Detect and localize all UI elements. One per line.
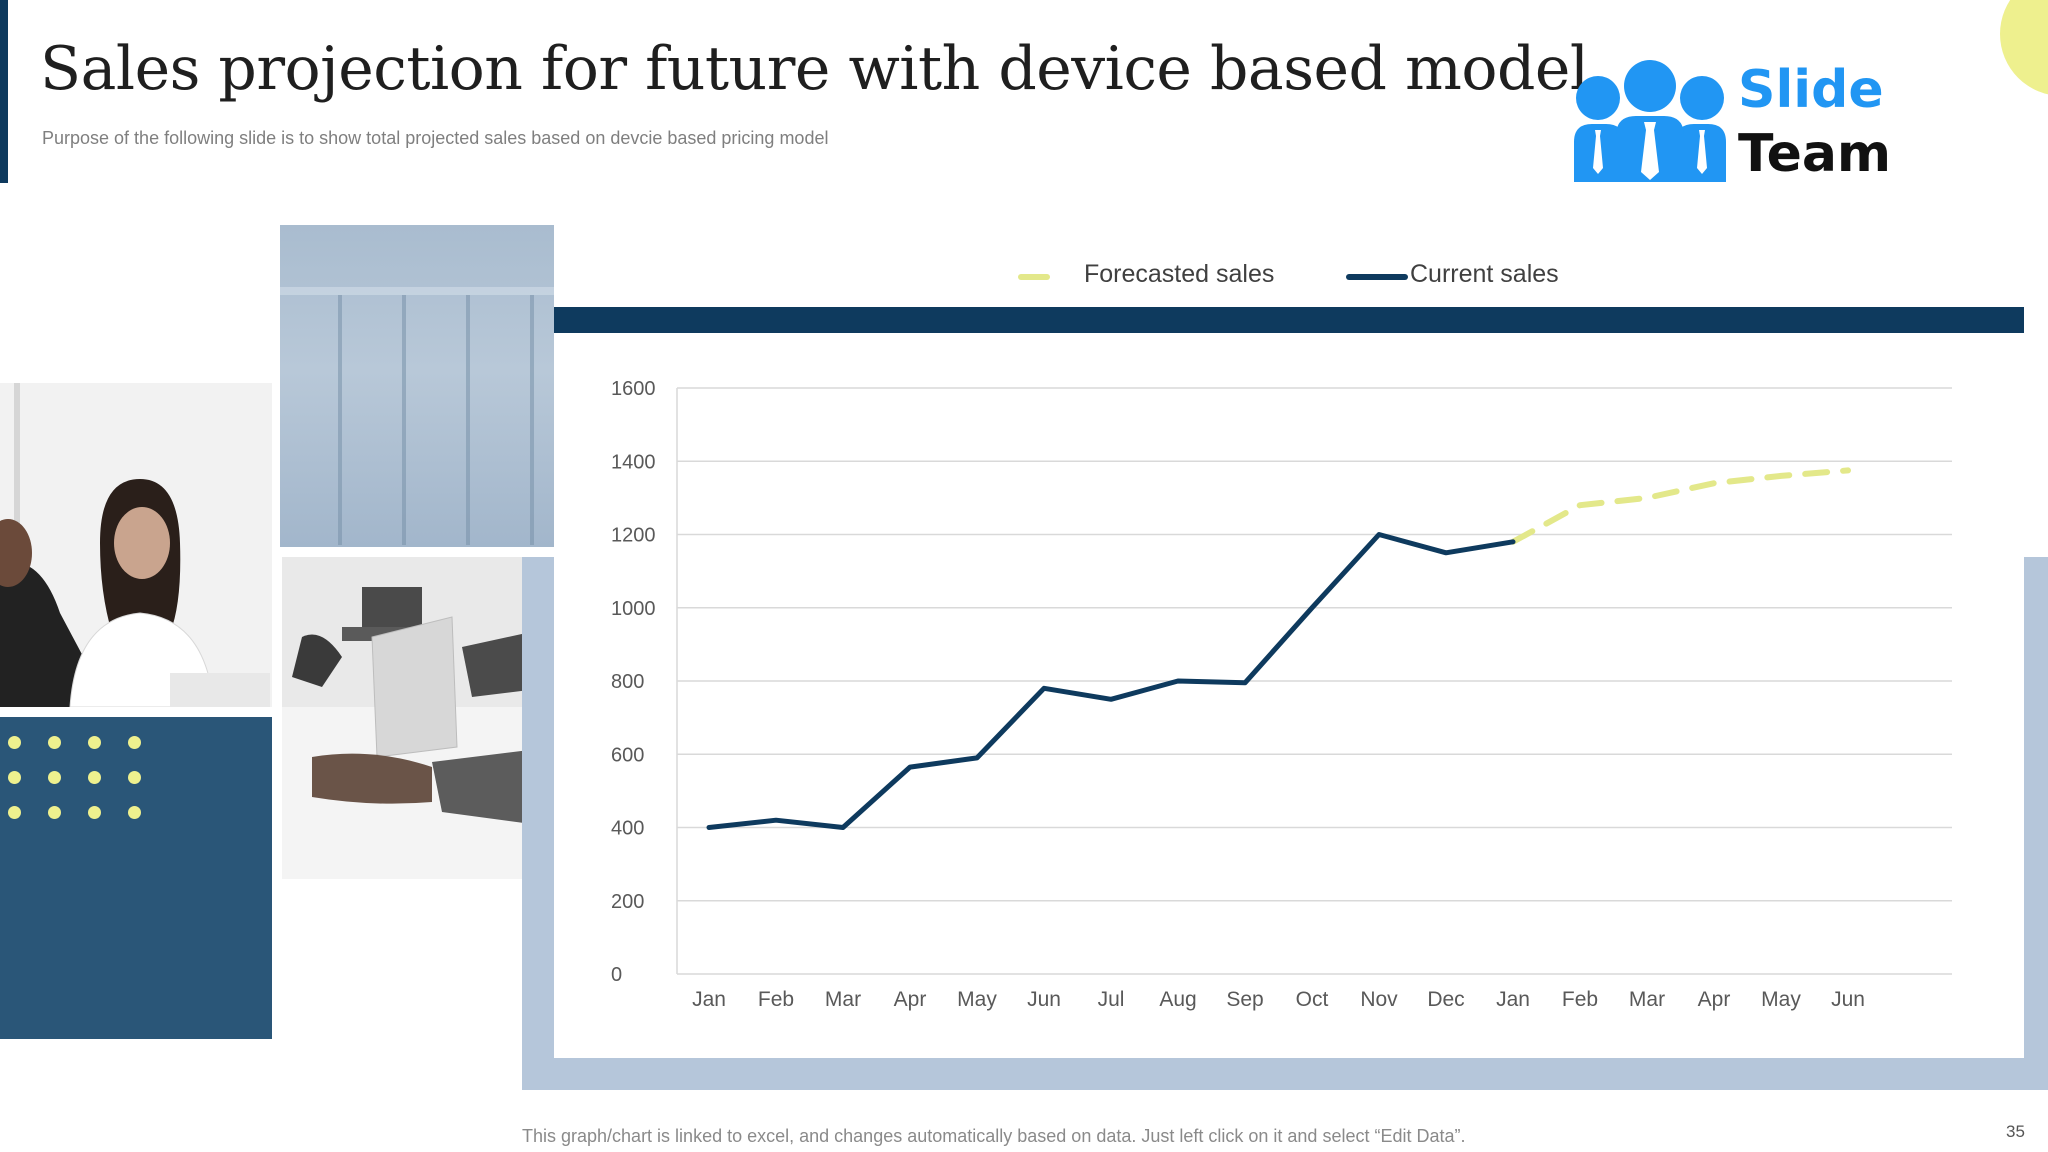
y-tick-label: 1000	[611, 598, 656, 620]
chart-header-band	[554, 307, 2024, 333]
y-tick-label: 400	[611, 818, 644, 840]
x-tick-label: May	[957, 988, 997, 1011]
decorative-circle	[2000, 0, 2048, 96]
x-tick-label: Jan	[1496, 988, 1530, 1011]
sales-line-chart: 0 200 400 600 800 1000 1200 1400 1600 Jan Feb Mar Ap…	[611, 378, 1952, 1011]
women-meeting-photo	[0, 383, 272, 707]
x-tick-label: Apr	[1698, 988, 1731, 1011]
y-tick-label: 0	[611, 964, 622, 986]
y-tick-label: 600	[611, 744, 644, 766]
y-tick-label: 1600	[611, 378, 656, 400]
x-tick-label: Mar	[825, 988, 861, 1011]
x-tick-label: Oct	[1296, 988, 1329, 1011]
x-tick-label: Aug	[1159, 988, 1196, 1011]
title-accent-bar	[0, 0, 8, 183]
logo-text-team: Team	[1738, 124, 1892, 184]
desk-laptop-photo	[282, 557, 554, 879]
x-tick-label: Feb	[1562, 988, 1598, 1011]
slide-team-logo: Slide Team	[1570, 56, 1891, 190]
x-tick-label: Feb	[758, 988, 794, 1011]
y-tick-label: 1200	[611, 525, 656, 547]
page-title: Sales projection for future with device …	[40, 34, 1589, 104]
y-tick-label: 1400	[611, 451, 656, 473]
y-tick-label: 200	[611, 891, 644, 913]
x-tick-label: Mar	[1629, 988, 1665, 1011]
x-tick-label: Jan	[692, 988, 726, 1011]
office-windows-photo	[280, 225, 554, 547]
page-number: 35	[2006, 1122, 2025, 1141]
x-tick-label: May	[1761, 988, 1801, 1011]
y-tick-label: 800	[611, 671, 644, 693]
x-tick-label: Dec	[1427, 988, 1464, 1011]
logo-text-slide: Slide	[1738, 60, 1884, 120]
forecasted-sales-line	[1510, 467, 1851, 545]
x-tick-label: Jun	[1027, 988, 1061, 1011]
x-tick-label: Apr	[894, 988, 927, 1011]
legend-forecast-swatch	[1018, 274, 1050, 280]
x-tick-label: Jun	[1831, 988, 1865, 1011]
dots-pattern-panel	[0, 717, 272, 1039]
legend-forecast-label: Forecasted sales	[1084, 260, 1275, 288]
x-tick-label: Jul	[1098, 988, 1125, 1011]
footer-note: This graph/chart is linked to excel, and…	[522, 1126, 1466, 1146]
page-subtitle: Purpose of the following slide is to sho…	[42, 128, 829, 148]
slide-team-logo-icon	[1574, 60, 1726, 182]
current-sales-line	[706, 532, 1516, 830]
x-tick-label: Sep	[1226, 988, 1263, 1011]
chart-card	[554, 230, 2024, 1058]
legend-current-swatch	[1346, 274, 1408, 280]
x-tick-label: Nov	[1360, 988, 1398, 1011]
legend-current-label: Current sales	[1410, 260, 1559, 288]
